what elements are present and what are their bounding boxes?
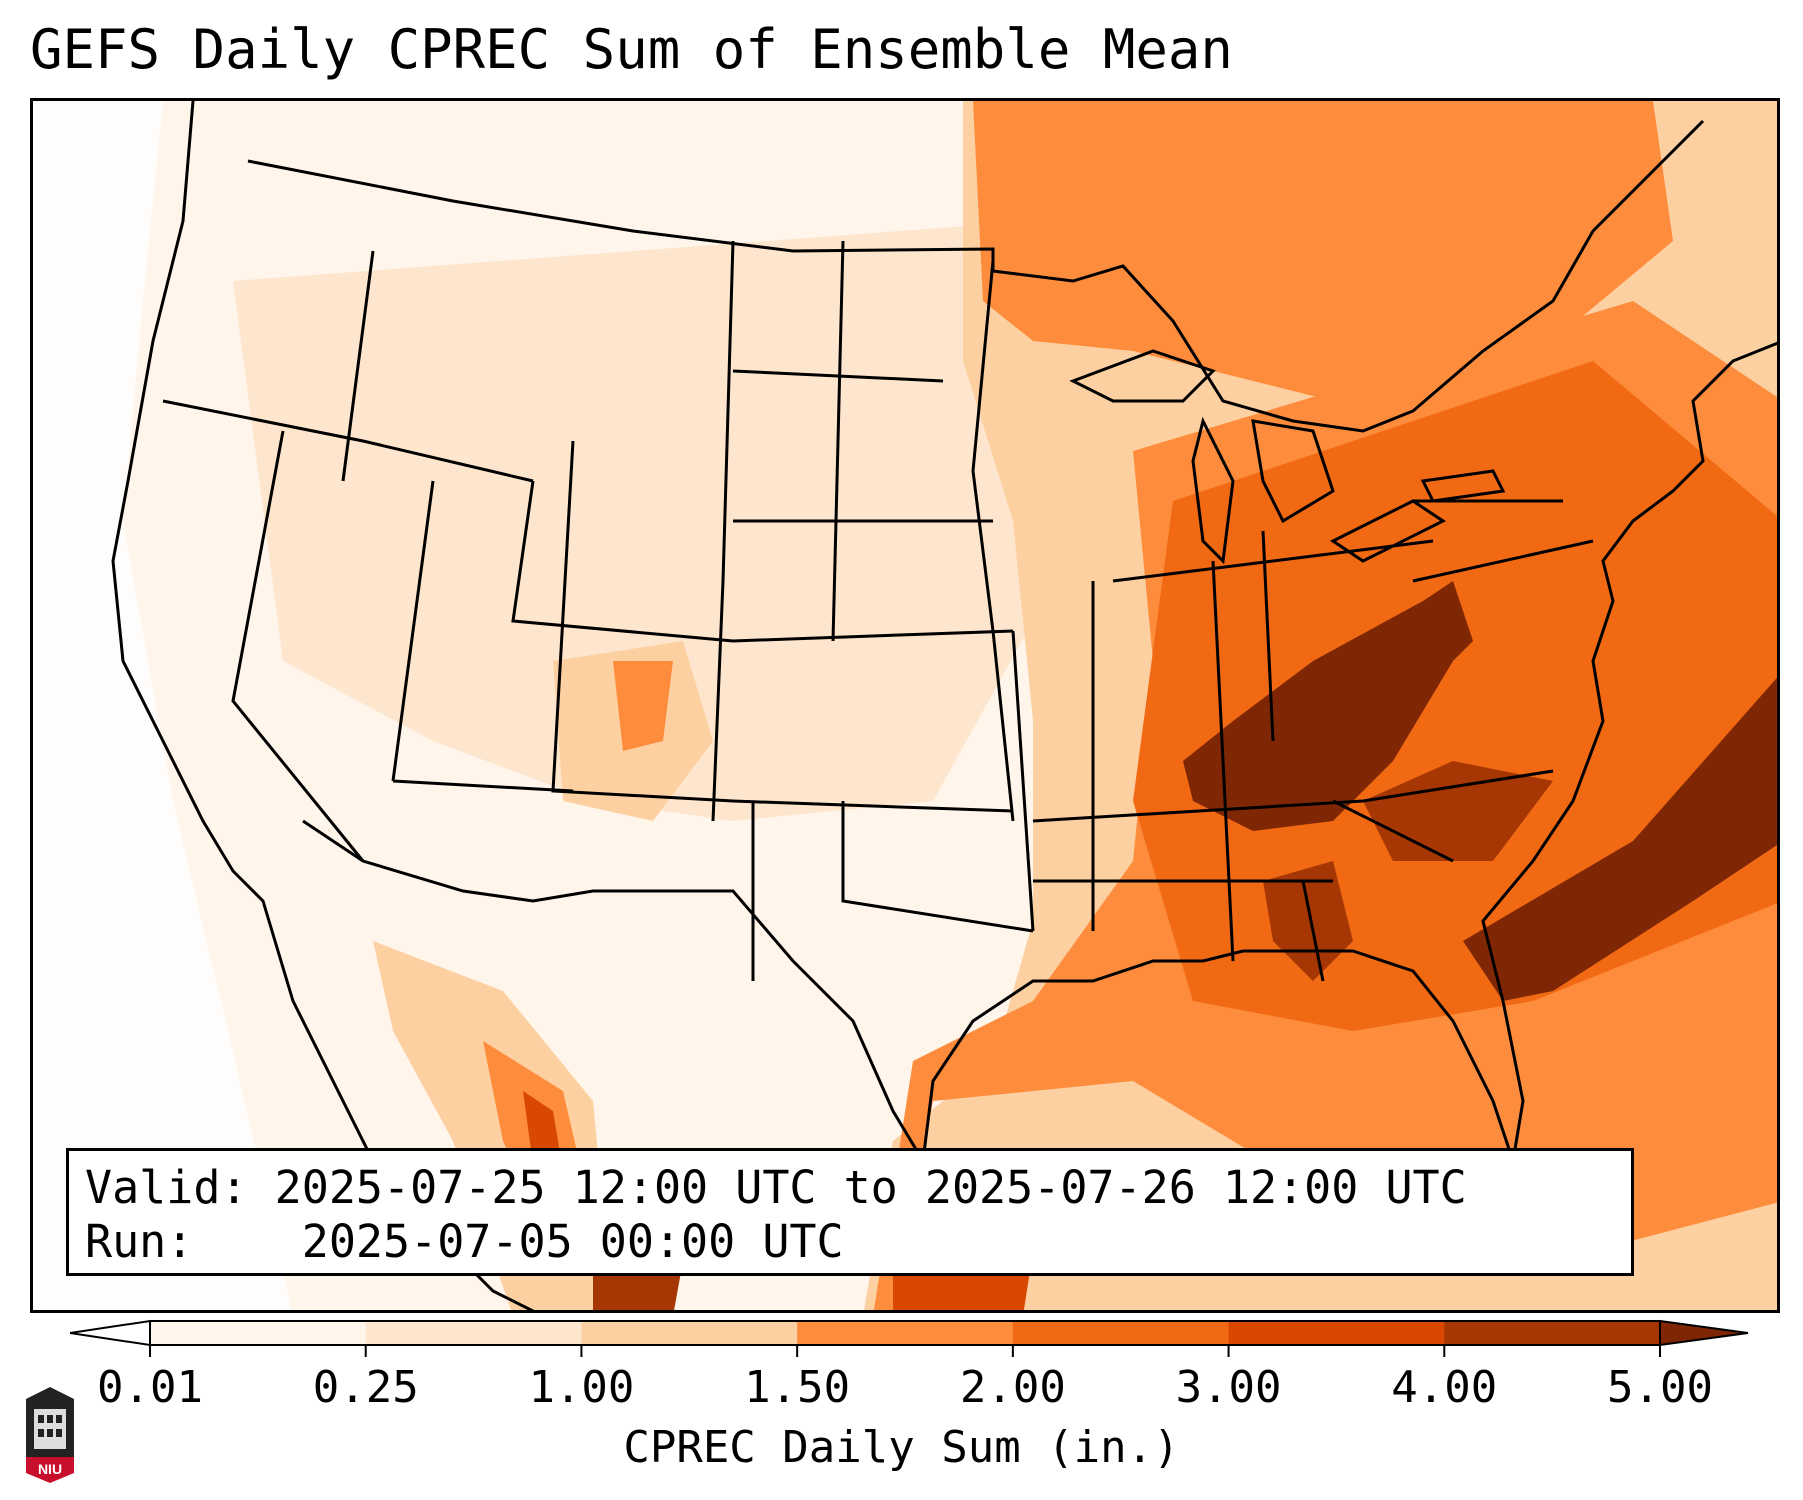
- colorbar-over-extension: [1659, 1319, 1749, 1347]
- plains-region: [233, 221, 1033, 821]
- colorbar-cell: [1444, 1321, 1661, 1345]
- colorbar-cell: [1228, 1321, 1445, 1345]
- valid-time-box: Valid: 2025-07-25 12:00 UTC to 2025-07-2…: [66, 1148, 1634, 1276]
- west-virginia-peak: [1393, 581, 1473, 681]
- ohio-valley-peak: [1183, 601, 1453, 831]
- pacific-region: [33, 101, 292, 1310]
- niu-logo: NIU: [26, 1387, 74, 1483]
- colorbar-under-extension: [70, 1319, 151, 1347]
- colorbar-cell: [581, 1321, 798, 1345]
- colorbar-tick-label: 3.00: [1175, 1362, 1282, 1413]
- colorbar-cell: [797, 1321, 1014, 1345]
- precipitation-map: [30, 98, 1780, 1313]
- run-value: 2025-07-05 00:00 UTC: [301, 1215, 844, 1268]
- run-label: Run:: [85, 1215, 194, 1268]
- colorbar-cell: [365, 1321, 582, 1345]
- colorbar-tick-label: 1.50: [744, 1362, 851, 1413]
- svg-text:NIU: NIU: [38, 1461, 62, 1477]
- colorbar-tick-label: 1.00: [528, 1362, 635, 1413]
- colorbar-tick-label: 0.01: [97, 1362, 203, 1413]
- geographic-boundaries: [111, 101, 1777, 1310]
- carolina-peak: [1363, 761, 1553, 861]
- colorado-core: [613, 661, 673, 751]
- colorbar-cell: [1012, 1321, 1230, 1345]
- valid-label: Valid:: [85, 1161, 248, 1214]
- valid-value: 2025-07-25 12:00 UTC to 2025-07-26 12:00…: [274, 1161, 1467, 1214]
- map-title: GEFS Daily CPREC Sum of Ensemble Mean: [30, 18, 1233, 81]
- colorbar-tick-label: 2.00: [959, 1362, 1066, 1413]
- atlantic-peak: [1463, 677, 1777, 1001]
- colorbar-tick-label: 5.00: [1607, 1362, 1713, 1413]
- colorbar: [70, 1319, 1749, 1357]
- colorbar-tick-label: 0.25: [312, 1362, 419, 1413]
- colorbar-tick-label: 4.00: [1391, 1362, 1498, 1413]
- colorbar-label: CPREC Daily Sum (in.): [623, 1422, 1180, 1473]
- colorbar-outline: [149, 1320, 1661, 1346]
- colorbar-cell: [150, 1321, 367, 1345]
